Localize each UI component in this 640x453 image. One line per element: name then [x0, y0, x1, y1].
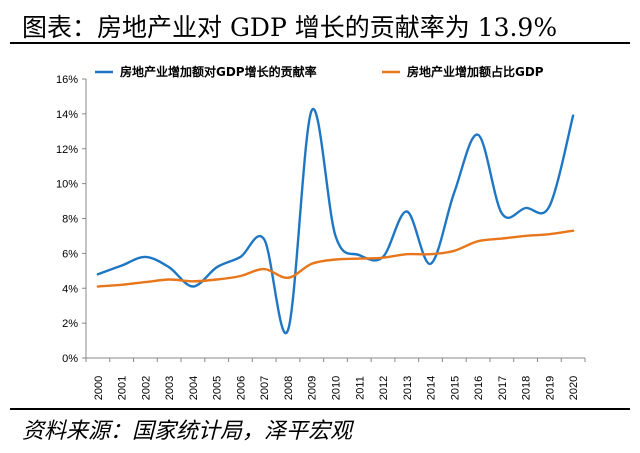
x-tick-label: 2015 [449, 376, 461, 400]
x-tick-label: 2005 [212, 376, 224, 400]
x-tick-label: 2019 [544, 376, 556, 400]
x-tick-label: 2008 [283, 376, 295, 400]
legend-item-gdp-share: 房地产业增加额占比GDP [382, 64, 544, 79]
y-tick-label: 16% [56, 74, 78, 86]
series-line-contribution-rate [96, 107, 575, 335]
top-rule [10, 42, 630, 44]
x-tick-label: 2016 [473, 376, 485, 400]
x-tick-label: 2017 [497, 376, 509, 400]
y-tick-label: 12% [56, 144, 78, 156]
y-tick-label: 6% [62, 248, 78, 260]
x-tick-label: 2007 [259, 376, 271, 400]
x-tick-label: 2003 [164, 376, 176, 400]
x-tick-label: 2002 [140, 376, 152, 400]
x-tick-label: 2011 [354, 376, 366, 400]
y-tick-label: 2% [62, 318, 78, 330]
series-line-gdp-share [96, 229, 575, 288]
x-tick-label: 2013 [402, 376, 414, 400]
y-tick-label: 4% [62, 283, 78, 295]
x-tick-label: 2009 [307, 376, 319, 400]
chart-title: 图表：房地产业对 GDP 增长的贡献率为 13.9% [22, 13, 558, 42]
legend-item-contribution-rate: 房地产业增加额对GDP增长的贡献率 [95, 64, 317, 79]
source-note: 资料来源：国家统计局，泽平宏观 [22, 419, 353, 444]
legend-label: 房地产业增加额对GDP增长的贡献率 [120, 64, 317, 79]
x-tick-label: 2006 [235, 376, 247, 400]
y-tick-label: 10% [56, 179, 78, 191]
legend-label: 房地产业增加额占比GDP [407, 64, 544, 79]
bottom-rule [10, 408, 630, 410]
x-tick-label: 2010 [331, 376, 343, 400]
y-tick-label: 14% [56, 109, 78, 121]
x-tick-label: 2018 [521, 376, 533, 400]
x-tick-label: 2000 [93, 376, 105, 400]
x-tick-label: 2020 [568, 376, 580, 400]
x-tick-label: 2004 [188, 376, 200, 400]
x-tick-label: 2001 [117, 376, 129, 400]
y-tick-label: 0% [62, 353, 78, 365]
x-tick-label: 2012 [378, 376, 390, 400]
y-tick-label: 8% [62, 214, 78, 226]
x-tick-label: 2014 [426, 376, 438, 400]
